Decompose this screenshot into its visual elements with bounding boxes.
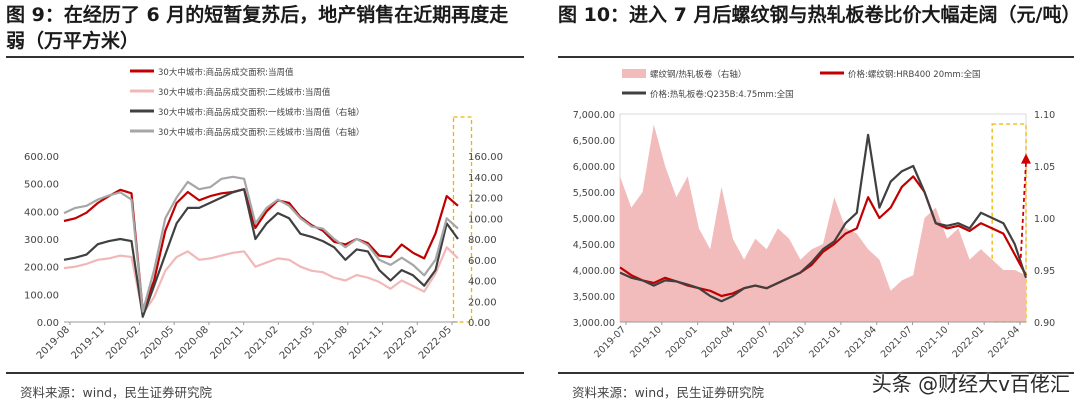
legend-label: 30大中城市:商品房成交面积:一线城市:当周值（右轴） xyxy=(158,107,364,118)
watermark: 头条 @财经大v百佬汇 xyxy=(871,372,1070,396)
y2-tick-label: 160.00 xyxy=(468,152,503,163)
x-tick-label: 2022-02 xyxy=(382,324,419,361)
y-tick-label: 3,500.00 xyxy=(573,292,615,303)
x-tick-label: 2021-04 xyxy=(843,324,879,360)
x-tick-label: 2020-01 xyxy=(664,324,700,360)
series-line-1 xyxy=(63,246,459,315)
x-tick-label: 2020-08 xyxy=(174,324,211,361)
y2-tick-label: 60.00 xyxy=(468,256,497,267)
legend-swatch xyxy=(622,69,646,78)
y2-tick-label: 80.00 xyxy=(468,235,497,246)
y-tick-label: 300.00 xyxy=(24,235,59,246)
title-rule xyxy=(6,56,524,58)
y2-tick-label: 20.00 xyxy=(468,297,497,308)
chart-panel-right: 图 10：进入 7 月后螺纹钢与热轧板卷比价大幅走阔（元/吨） 3,000.00… xyxy=(552,0,1080,409)
x-tick-label: 2021-11 xyxy=(347,324,384,361)
series-line-0 xyxy=(63,188,459,312)
legend-label: 螺纹钢/热轧板卷（右轴） xyxy=(650,69,746,80)
series-area-0 xyxy=(620,124,1026,323)
y2-tick-label: 120.00 xyxy=(468,194,503,205)
x-tick-label: 2021-05 xyxy=(278,324,315,361)
y-tick-label: 4,000.00 xyxy=(573,266,615,277)
y-tick-label: 7,000.00 xyxy=(573,110,615,121)
x-tick-label: 2020-11 xyxy=(208,324,245,361)
y-tick-label: 500.00 xyxy=(24,180,59,191)
chart-left: 0.00 100.00 200.00 300.00 400.00 500.00 600.00… xyxy=(24,67,503,362)
x-tick-label: 2020-10 xyxy=(771,324,807,360)
x-tick-label: 2019-07 xyxy=(592,324,628,360)
source-note: 资料来源：wind，民生证券研究院 xyxy=(20,385,213,400)
source-rule xyxy=(558,372,1074,374)
chart-title: 图 9：在经历了 6 月的短暂复苏后，地产销售在近期再度走弱（万平方米） xyxy=(6,4,509,52)
y-tick-label: 400.00 xyxy=(24,207,59,218)
y2-tick-label: 1.00 xyxy=(1034,214,1055,225)
x-tick-label: 2021-10 xyxy=(915,324,951,360)
x-tick-label: 2020-07 xyxy=(736,324,772,360)
y2-tick-label: 140.00 xyxy=(468,173,503,184)
chart-right: 3,000.00 3,500.00 4,000.00 4,500.00 5,000.00… xyxy=(573,69,1055,360)
y-tick-label: 5,000.00 xyxy=(573,214,615,225)
chart-title: 图 10：进入 7 月后螺纹钢与热轧板卷比价大幅走阔（元/吨） xyxy=(558,4,1080,26)
y2-tick-label: 100.00 xyxy=(468,214,503,225)
y2-tick-label: 40.00 xyxy=(468,277,497,288)
y-tick-label: 5,500.00 xyxy=(573,188,615,199)
y-tick-label: 6,500.00 xyxy=(573,136,615,147)
x-tick-label: 2021-01 xyxy=(807,324,843,360)
y-tick-label: 6,000.00 xyxy=(573,162,615,173)
x-tick-label: 2020-04 xyxy=(700,324,736,360)
y-tick-label: 3,000.00 xyxy=(573,318,615,329)
y2-tick-label: 0.95 xyxy=(1034,266,1055,277)
x-tick-label: 2019-10 xyxy=(628,324,664,360)
x-tick-label: 2020-05 xyxy=(139,324,176,361)
y-tick-label: 200.00 xyxy=(24,263,59,274)
x-tick-label: 2022-05 xyxy=(417,324,454,361)
highlight-box xyxy=(452,116,473,323)
x-tick-label: 2020-02 xyxy=(104,324,141,361)
trend-arrow xyxy=(1019,162,1027,265)
source-note: 资料来源：wind，民生证券研究院 xyxy=(572,385,765,400)
x-tick-label: 2022-01 xyxy=(950,324,986,360)
y2-tick-label: 0.90 xyxy=(1034,318,1055,329)
series-line-2 xyxy=(63,188,459,318)
series-line-3 xyxy=(63,175,459,313)
series-line-2 xyxy=(619,133,1028,303)
legend-label: 30大中城市:商品房成交面积:三线城市:当周值（右轴） xyxy=(158,127,364,138)
x-tick-label: 2022-04 xyxy=(986,324,1022,360)
x-tick-label: 2019-11 xyxy=(70,324,107,361)
source-rule xyxy=(6,372,524,374)
x-tick-label: 2021-07 xyxy=(879,324,915,360)
x-tick-label: 2019-08 xyxy=(35,324,72,361)
y2-tick-label: 1.05 xyxy=(1034,162,1055,173)
y-tick-label: 600.00 xyxy=(24,152,59,163)
legend-label: 价格:热轧板卷:Q235B:4.75mm:全国 xyxy=(650,89,794,100)
y2-tick-label: 0.00 xyxy=(468,318,490,329)
legend-label: 30大中城市:商品房成交面积:当周值 xyxy=(158,67,294,78)
chart-panel-left: 图 9：在经历了 6 月的短暂复苏后，地产销售在近期再度走弱（万平方米） 0.0… xyxy=(0,0,530,409)
x-tick-label: 2021-02 xyxy=(243,324,280,361)
title-rule xyxy=(558,56,1074,58)
legend-label: 30大中城市:商品房成交面积:二线城市:当周值 xyxy=(158,87,331,98)
y-tick-label: 0.00 xyxy=(37,318,59,329)
x-tick-label: 2021-08 xyxy=(313,324,350,361)
y-tick-label: 100.00 xyxy=(24,290,59,301)
y2-tick-label: 1.10 xyxy=(1034,110,1055,121)
trend-arrow-head xyxy=(1021,153,1031,164)
legend-label: 价格:螺纹钢:HRB400 20mm:全国 xyxy=(848,69,981,80)
y-tick-label: 4,500.00 xyxy=(573,240,615,251)
